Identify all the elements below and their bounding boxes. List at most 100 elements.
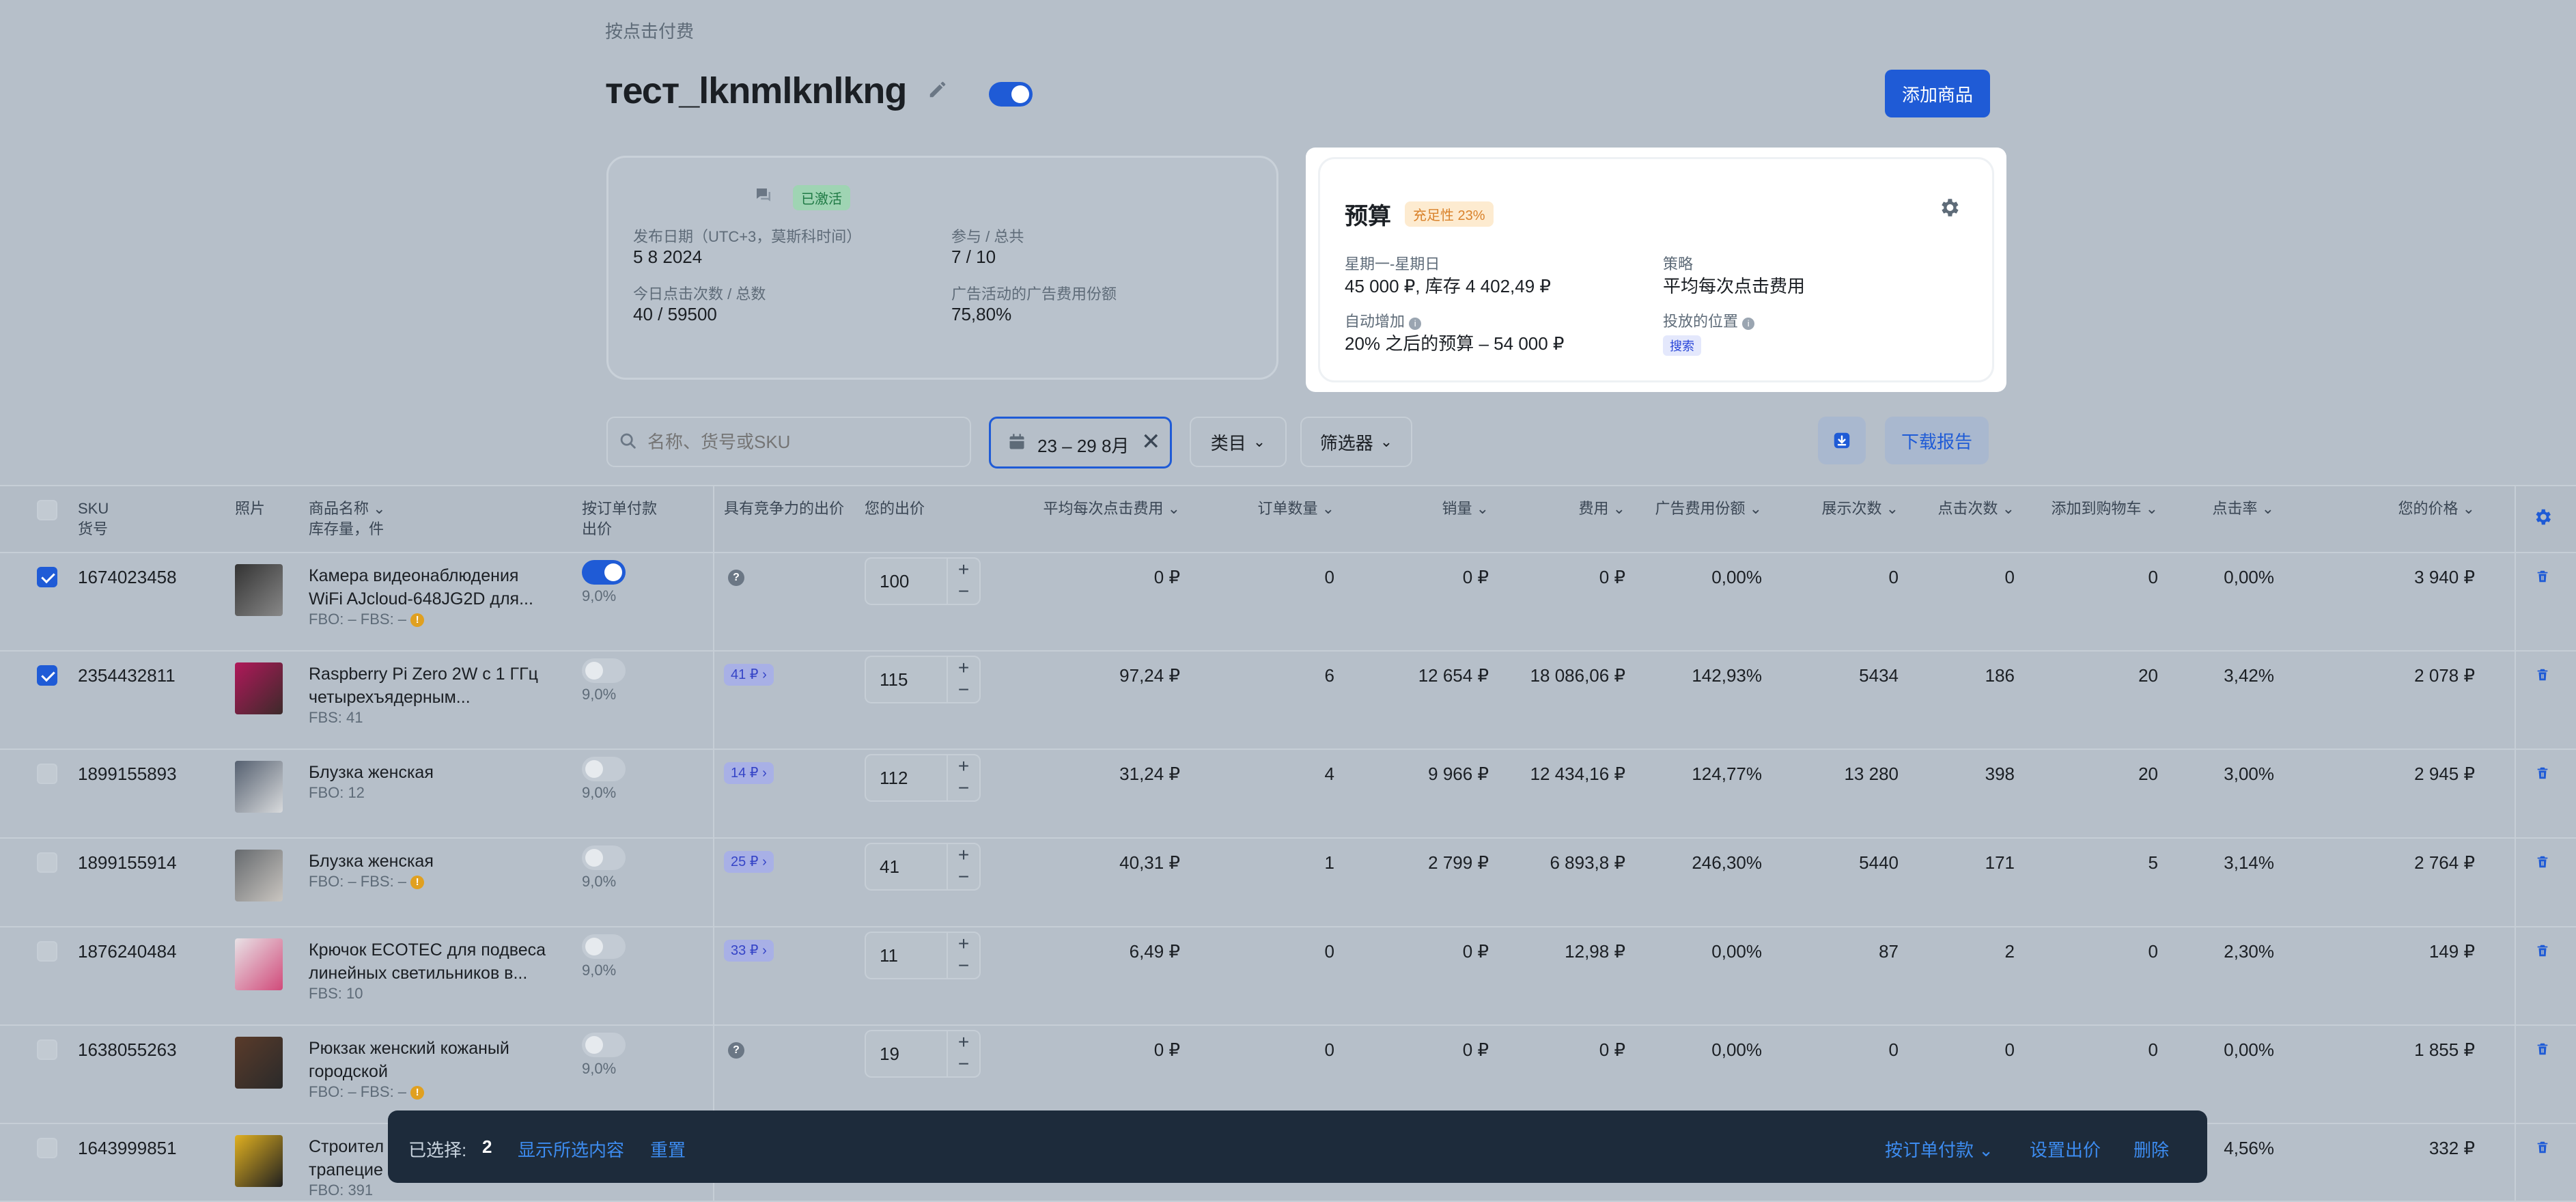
header-clicks[interactable]: 点击次数 ⌄: [1937, 500, 2015, 517]
bid-stepper[interactable]: 100 + −: [865, 557, 981, 605]
bid-value[interactable]: 41: [880, 856, 899, 877]
trash-icon[interactable]: [2535, 765, 2550, 781]
trash-icon[interactable]: [2535, 854, 2550, 870]
set-bid-link[interactable]: 设置出价: [2030, 1140, 2101, 1160]
help-icon[interactable]: ?: [728, 1042, 744, 1059]
header-orders[interactable]: 订单数量 ⌄: [1257, 500, 1334, 517]
trash-icon[interactable]: [2535, 568, 2550, 585]
product-photo[interactable]: [235, 662, 283, 714]
table-row[interactable]: 1899155893 Блузка женская FBO: 12 9,0% 14 ₽ …: [0, 749, 2576, 839]
product-photo[interactable]: [235, 850, 283, 902]
category-dropdown[interactable]: 类目 ⌄: [1190, 417, 1287, 467]
breadcrumb[interactable]: 按点击付费: [605, 21, 695, 42]
header-name[interactable]: 商品名称 ⌄ 库存量，件: [309, 500, 386, 537]
close-icon[interactable]: ✕: [1141, 429, 1161, 455]
table-row[interactable]: 1876240484 Крючок ECOTEC для подвеса линей…: [0, 926, 2576, 1026]
help-icon[interactable]: ?: [728, 570, 744, 586]
bid-stepper[interactable]: 112 + −: [865, 754, 981, 802]
competitive-bid-badge[interactable]: 14 ₽ ›: [724, 762, 774, 784]
cpo-toggle[interactable]: [582, 845, 626, 873]
header-sales[interactable]: 销量 ⌄: [1442, 500, 1489, 517]
minus-icon[interactable]: −: [957, 777, 970, 798]
bid-value[interactable]: 100: [880, 571, 910, 591]
product-photo[interactable]: [235, 761, 283, 813]
row-checkbox[interactable]: [37, 764, 57, 784]
reset-link[interactable]: 重置: [650, 1140, 686, 1160]
info-icon[interactable]: i: [1409, 318, 1422, 330]
filter-dropdown[interactable]: 筛选器 ⌄: [1300, 417, 1412, 467]
header-cost[interactable]: 费用 ⌄: [1578, 500, 1625, 517]
bid-stepper[interactable]: 19 + −: [865, 1030, 981, 1078]
row-checkbox[interactable]: [37, 665, 57, 686]
bid-stepper[interactable]: 11 + −: [865, 932, 981, 979]
bid-value[interactable]: 115: [880, 669, 908, 690]
date-range-picker[interactable]: 23 – 29 8月 ✕: [989, 417, 1172, 469]
delete-link[interactable]: 删除: [2133, 1140, 2170, 1160]
product-photo[interactable]: [235, 564, 283, 616]
bid-value[interactable]: 19: [880, 1044, 899, 1064]
search-input[interactable]: [646, 426, 956, 458]
pencil-icon[interactable]: [927, 79, 948, 100]
cpo-toggle[interactable]: [582, 934, 626, 962]
table-row[interactable]: 1674023458 Камера видеонаблюдения WiFi AJc…: [0, 552, 2576, 652]
header-ad-share[interactable]: 广告费用份额 ⌄: [1655, 500, 1762, 517]
plus-icon[interactable]: +: [957, 933, 970, 954]
download-icon-button[interactable]: [1818, 417, 1866, 464]
add-product-button[interactable]: 添加商品: [1885, 70, 1990, 117]
bid-value[interactable]: 11: [880, 945, 898, 966]
product-name[interactable]: Строител трапецие: [309, 1137, 384, 1179]
table-row[interactable]: 1638055263 Рюкзак женский кожаный городско…: [0, 1024, 2576, 1124]
trash-icon[interactable]: [2535, 667, 2550, 683]
show-selected-link[interactable]: 显示所选内容: [518, 1140, 625, 1160]
plus-icon[interactable]: +: [957, 559, 970, 580]
bid-value[interactable]: 112: [880, 768, 908, 788]
product-name[interactable]: Блузка женская: [309, 852, 434, 871]
plus-icon[interactable]: +: [957, 755, 970, 777]
bid-stepper[interactable]: 115 + −: [865, 656, 981, 703]
header-sku[interactable]: SKU 货号: [78, 500, 109, 537]
select-all-checkbox[interactable]: [37, 500, 57, 520]
product-photo[interactable]: [235, 938, 283, 990]
table-row[interactable]: 1899155914 Блузка женская FBO: – FBS: – ! 9…: [0, 837, 2576, 927]
product-name[interactable]: Крючок ECOTEC для подвеса линейных светил…: [309, 940, 546, 983]
product-name[interactable]: Камера видеонаблюдения WiFi AJcloud-648JG…: [309, 566, 533, 609]
trash-icon[interactable]: [2535, 1139, 2550, 1156]
plus-icon[interactable]: +: [957, 1031, 970, 1052]
cpo-toggle[interactable]: [582, 658, 626, 686]
product-photo[interactable]: [235, 1135, 283, 1187]
cpo-toggle[interactable]: [582, 560, 626, 588]
minus-icon[interactable]: −: [957, 1053, 970, 1074]
header-your-price[interactable]: 您的价格 ⌄: [2398, 500, 2475, 517]
table-row[interactable]: 2354432811 Raspberry Pi Zero 2W с 1 ГГц че…: [0, 650, 2576, 750]
row-checkbox[interactable]: [37, 567, 57, 587]
minus-icon[interactable]: −: [957, 866, 970, 887]
gear-icon[interactable]: [1937, 196, 1961, 219]
product-name[interactable]: Блузка женская: [309, 763, 434, 782]
minus-icon[interactable]: −: [957, 679, 970, 700]
plus-icon[interactable]: +: [957, 657, 970, 678]
row-checkbox[interactable]: [37, 941, 57, 962]
header-avg-cpc[interactable]: 平均每次点击费用 ⌄: [1043, 500, 1180, 517]
competitive-bid-badge[interactable]: 25 ₽ ›: [724, 851, 774, 873]
product-name[interactable]: Рюкзак женский кожаный городской: [309, 1039, 509, 1081]
cpo-toggle[interactable]: [582, 1033, 626, 1061]
trash-icon[interactable]: [2535, 1041, 2550, 1057]
product-photo[interactable]: [235, 1037, 283, 1089]
row-checkbox[interactable]: [37, 1039, 57, 1060]
header-ctr[interactable]: 点击率 ⌄: [2212, 500, 2274, 517]
competitive-bid-badge[interactable]: 33 ₽ ›: [724, 940, 774, 962]
trash-icon[interactable]: [2535, 942, 2550, 959]
campaign-toggle[interactable]: [989, 82, 1033, 110]
competitive-bid-badge[interactable]: 41 ₽ ›: [724, 664, 774, 686]
download-report-button[interactable]: 下载报告: [1885, 417, 1989, 464]
plus-icon[interactable]: +: [957, 844, 970, 865]
minus-icon[interactable]: −: [957, 955, 970, 976]
pay-per-order-dropdown[interactable]: 按订单付款 ⌄: [1885, 1140, 1994, 1160]
product-name[interactable]: Raspberry Pi Zero 2W с 1 ГГц четырехъядер…: [309, 665, 538, 707]
settings-icon[interactable]: [2532, 507, 2553, 527]
cpo-toggle[interactable]: [582, 757, 626, 785]
header-impressions[interactable]: 展示次数 ⌄: [1821, 500, 1899, 517]
row-checkbox[interactable]: [37, 1138, 57, 1158]
search-box[interactable]: [606, 417, 971, 467]
info-icon[interactable]: i: [1742, 318, 1755, 330]
